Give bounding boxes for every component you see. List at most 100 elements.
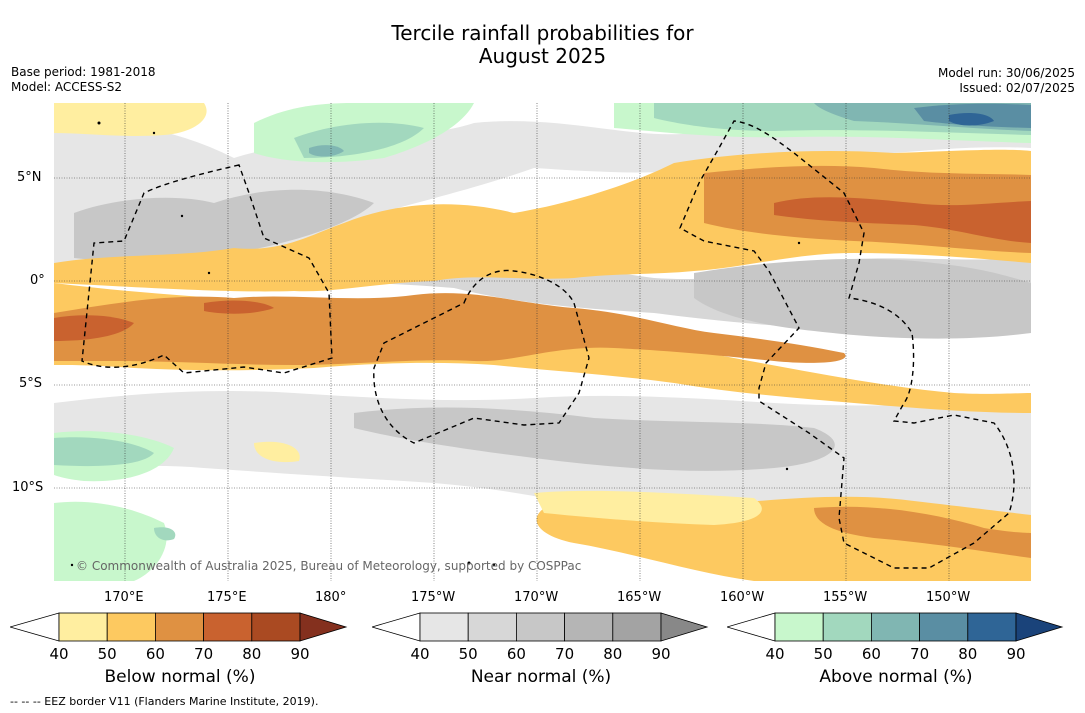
islands — [70, 121, 801, 567]
colorbar-tick-label: 90 — [290, 645, 309, 663]
model-info: Base period: 1981-2018 Model: ACCESS-S2 — [11, 65, 156, 95]
above-colorbar-swatch-5 — [967, 612, 1017, 642]
map-gridlines — [54, 103, 1031, 581]
above-colorbar-swatch-2 — [822, 612, 872, 642]
below-normal-label: Below normal (%) — [104, 667, 256, 687]
above-northeast-80 — [949, 113, 994, 126]
island-4 — [207, 271, 211, 275]
colorbar-tick-label: 60 — [146, 645, 165, 663]
above-west-patch-50 — [54, 437, 154, 467]
colorbar-tick-label: 40 — [765, 645, 784, 663]
island-7 — [785, 467, 789, 471]
colorbar-tick-label: 50 — [98, 645, 117, 663]
eez-legend-note: -- -- -- EEZ border V11 (Flanders Marine… — [10, 695, 319, 708]
below-southeast-core-60 — [814, 506, 1031, 558]
above-colorbar-swatch-3 — [870, 612, 920, 642]
above-normal-colorbar: 40 50 60 70 80 90 — [727, 612, 1064, 663]
near-colorbar-swatch-3 — [515, 612, 565, 642]
map-title: Tercile rainfall probabilities for Augus… — [0, 22, 1085, 68]
run-info: Model run: 30/06/2025 Issued: 02/07/2025 — [938, 66, 1075, 96]
above-north-dot-60 — [309, 145, 344, 157]
above-normal-label: Above normal (%) — [819, 667, 973, 687]
near-colorbar-swatch-2 — [467, 612, 517, 642]
lat-label-5n: 5°N — [17, 170, 42, 185]
title-line-1: Tercile rainfall probabilities for — [391, 21, 694, 45]
island-3 — [180, 214, 184, 218]
colorbar-tick-label: 80 — [603, 645, 622, 663]
colorbar-tick-label: 80 — [958, 645, 977, 663]
above-southwest-dot-50 — [154, 527, 176, 541]
eez-border-west — [81, 164, 333, 374]
near-south-dark-patch — [354, 407, 835, 471]
below-colorbar-upper-extension — [299, 612, 348, 642]
below-colorbar-swatch-2 — [106, 612, 156, 642]
colorbar-tick-label: 70 — [194, 645, 213, 663]
lon-label-175w: 175°W — [411, 590, 456, 605]
below-west-core-70 — [54, 315, 134, 341]
colorbar-tick-label: 90 — [1006, 645, 1025, 663]
near-colorbar-upper-extension — [660, 612, 709, 642]
above-normal-regions — [54, 103, 1031, 581]
near-colorbar-swatch-1 — [419, 612, 469, 642]
lon-label-165w: 165°W — [617, 590, 662, 605]
above-colorbar-upper-extension — [1015, 612, 1064, 642]
below-colorbar-lower-extension — [10, 612, 60, 642]
below-northeast-band-70 — [774, 197, 1031, 243]
colorbar-tick-label: 40 — [410, 645, 429, 663]
near-colorbar-lower-extension — [372, 612, 421, 642]
island-8 — [797, 241, 801, 245]
above-southwest-patch-40 — [54, 501, 167, 581]
island-1 — [97, 121, 101, 125]
lon-label-150w: 150°W — [926, 590, 971, 605]
above-colorbar-lower-extension — [727, 612, 776, 642]
island-9 — [70, 563, 74, 567]
lon-label-180: 180° — [315, 590, 347, 605]
below-colorbar-swatch-5 — [251, 612, 301, 642]
near-colorbar-swatch-5 — [612, 612, 662, 642]
below-colorbar-swatch-1 — [58, 612, 108, 642]
island-2 — [152, 131, 156, 135]
lon-label-155w: 155°W — [823, 590, 868, 605]
below-normal-colorbar: 40 50 60 70 80 90 — [10, 612, 348, 663]
below-colorbar-swatch-3 — [154, 612, 204, 642]
lon-label-160w: 160°W — [720, 590, 765, 605]
colorbar-tick-label: 80 — [242, 645, 261, 663]
base-period-text: Base period: 1981-2018 — [11, 65, 156, 79]
colorbar-tick-label: 70 — [910, 645, 929, 663]
lat-label-5s: 5°S — [19, 376, 43, 391]
island-5 — [467, 561, 471, 565]
title-line-2: August 2025 — [478, 44, 607, 68]
issued-text: Issued: 02/07/2025 — [959, 81, 1075, 95]
colorbar-tick-label: 60 — [862, 645, 881, 663]
colorbar-tick-label: 90 — [651, 645, 670, 663]
near-southeast-patch — [694, 258, 1031, 339]
colorbar-tick-label: 60 — [507, 645, 526, 663]
lon-label-170e: 170°E — [104, 590, 144, 605]
near-north-band-dark — [74, 189, 374, 262]
near-normal-label: Near normal (%) — [470, 667, 612, 687]
model-run-text: Model run: 30/06/2025 — [937, 66, 1075, 80]
copyright-text: © Commonwealth of Australia 2025, Bureau… — [76, 559, 581, 573]
eez-border-central — [373, 269, 590, 444]
above-colorbar-swatch-1 — [774, 612, 824, 642]
near-normal-colorbar: 40 50 60 70 80 90 — [372, 612, 709, 663]
above-colorbar-swatch-4 — [919, 612, 969, 642]
below-central-core-70 — [204, 300, 274, 314]
lon-label-170w: 170°W — [514, 590, 559, 605]
below-westsouth-patch-40 — [254, 441, 300, 463]
below-west-patch-40 — [54, 103, 207, 136]
below-southern-wedge-40 — [534, 490, 762, 525]
model-name-text: Model: ACCESS-S2 — [11, 80, 123, 94]
near-colorbar-swatch-4 — [564, 612, 614, 642]
rainfall-probability-map: © Commonwealth of Australia 2025, Bureau… — [54, 103, 1031, 581]
lat-label-0: 0° — [30, 273, 45, 288]
colorbar-tick-label: 70 — [555, 645, 574, 663]
below-colorbar-swatch-4 — [203, 612, 253, 642]
colorbar-tick-label: 50 — [814, 645, 833, 663]
island-6 — [492, 563, 496, 567]
colorbar-tick-label: 50 — [459, 645, 478, 663]
eez-border-east — [679, 120, 1015, 569]
lat-label-10s: 10°S — [12, 480, 44, 495]
lon-label-175e: 175°E — [207, 590, 247, 605]
eez-borders — [81, 120, 1015, 569]
